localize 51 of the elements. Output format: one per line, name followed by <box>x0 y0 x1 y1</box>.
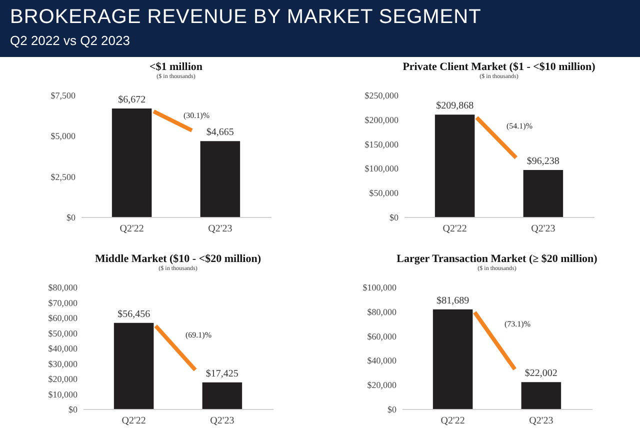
data-label: $22,002 <box>524 368 558 380</box>
y-tick-label: $150,000 <box>364 139 399 150</box>
data-label: $6,672 <box>118 94 146 106</box>
data-label: $209,868 <box>436 100 474 112</box>
y-tick-label: $40,000 <box>48 344 78 354</box>
data-label: $4,665 <box>206 127 234 138</box>
chart-title: Private Client Market ($1 - <$10 million) <box>402 61 596 73</box>
data-label: $81,689 <box>436 295 470 306</box>
chart-title: Middle Market ($10 - <$20 million) <box>94 253 262 265</box>
chart-title: <$1 million <box>148 61 202 73</box>
x-tick-label: Q2'23 <box>210 416 234 426</box>
y-tick-label: $0 <box>390 212 399 222</box>
y-tick-label: $200,000 <box>364 114 399 125</box>
data-label: $56,456 <box>118 308 150 320</box>
y-tick-label: $100,000 <box>362 282 397 292</box>
y-tick-label: $50,000 <box>48 328 78 338</box>
x-tick-label: Q2'23 <box>531 224 556 234</box>
data-label: $96,238 <box>526 156 560 168</box>
annotation: (69.1)% <box>186 330 212 340</box>
y-tick-label: $70,000 <box>48 298 78 308</box>
chart-title: Larger Transaction Market (≥ $20 million) <box>396 253 598 265</box>
x-tick-label: Q2'22 <box>122 416 146 426</box>
y-tick-label: $50,000 <box>369 188 399 198</box>
y-tick-label: $0 <box>388 404 397 414</box>
y-tick-label: $7,500 <box>50 90 76 100</box>
y-tick-label: $250,000 <box>364 90 399 100</box>
x-tick-label: Q2'23 <box>529 416 554 426</box>
x-tick-label: Q2'22 <box>119 224 144 234</box>
y-tick-label: $40,000 <box>367 356 397 366</box>
annotation: (73.1)% <box>504 320 531 329</box>
y-tick-label: $80,000 <box>367 306 397 317</box>
annotation: (54.1)% <box>506 121 533 130</box>
y-tick-label: $60,000 <box>367 331 397 342</box>
text: Q2 2022 vs Q2 2023 <box>10 33 131 48</box>
y-tick-label: $80,000 <box>48 282 78 292</box>
x-tick-label: Q2'23 <box>208 224 232 234</box>
annotation: (30.1)% <box>183 110 210 120</box>
x-tick-label: Q2'22 <box>442 224 467 234</box>
y-tick-label: $60,000 <box>48 313 78 323</box>
y-tick-label: $5,000 <box>50 131 76 142</box>
y-tick-label: $0 <box>66 212 76 222</box>
y-tick-label: $20,000 <box>367 380 397 390</box>
x-tick-label: Q2'22 <box>440 416 465 426</box>
y-tick-label: $2,500 <box>50 172 76 182</box>
data-label: $17,425 <box>206 368 238 380</box>
y-tick-label: $10,000 <box>48 389 78 400</box>
y-tick-label: $0 <box>68 404 78 414</box>
text: BROKERAGE REVENUE BY MARKET SEGMENT <box>10 6 482 29</box>
y-tick-label: $30,000 <box>48 358 78 369</box>
y-tick-label: $100,000 <box>364 164 399 174</box>
y-tick-label: $20,000 <box>48 374 78 384</box>
